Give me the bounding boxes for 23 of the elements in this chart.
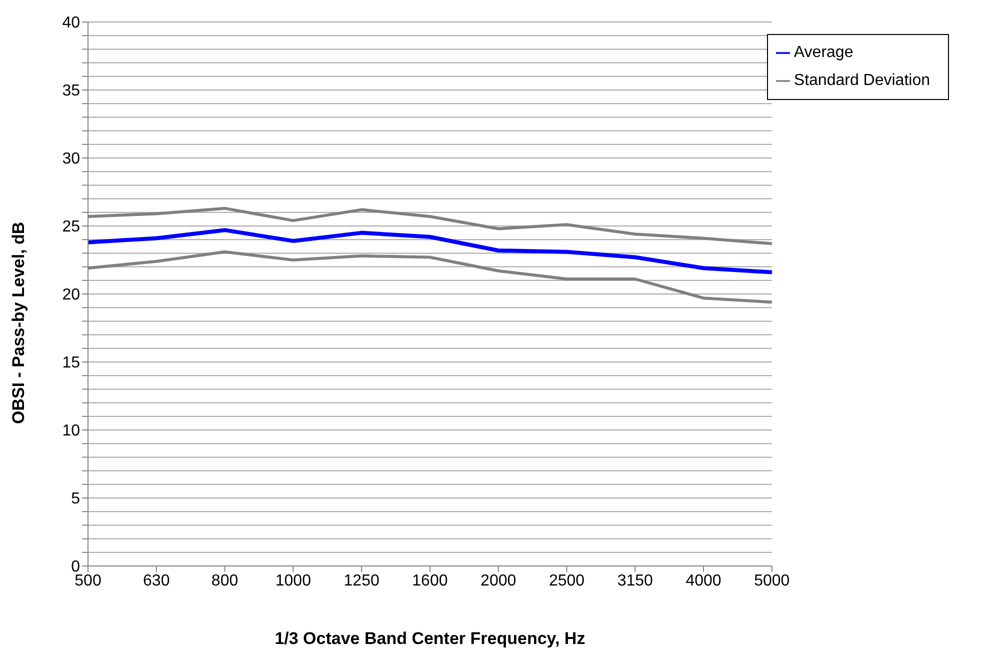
- x-tick-label: 2000: [480, 572, 516, 590]
- legend-label: Standard Deviation: [794, 72, 930, 89]
- y-tick-label: 20: [62, 286, 80, 304]
- line-series: [86, 228, 774, 274]
- y-axis-title: OBSI - Pass-by Level, dB: [9, 222, 28, 424]
- x-tick-label: 1000: [275, 572, 312, 590]
- x-tick-label: 5000: [754, 572, 790, 590]
- x-tick-label: 1600: [412, 572, 448, 590]
- x-tick-label: 3150: [617, 572, 654, 590]
- y-tick-label: 30: [62, 150, 80, 168]
- x-tick-label: 2500: [548, 572, 585, 590]
- x-tick-label: 4000: [686, 572, 722, 590]
- y-tick-label: 40: [62, 14, 80, 32]
- y-tick-label: 25: [62, 218, 80, 236]
- x-tick-label: 1250: [344, 572, 380, 590]
- y-tick-label: 5: [71, 490, 80, 508]
- x-tick-label: 630: [143, 572, 170, 590]
- y-tick-label: 15: [62, 354, 80, 372]
- y-tick-label: 10: [62, 422, 80, 440]
- x-axis-title: 1/3 Octave Band Center Frequency, Hz: [274, 629, 586, 648]
- legend-label: Average: [794, 44, 854, 61]
- x-tick-label: 800: [211, 572, 238, 590]
- y-tick-label: 35: [62, 82, 80, 100]
